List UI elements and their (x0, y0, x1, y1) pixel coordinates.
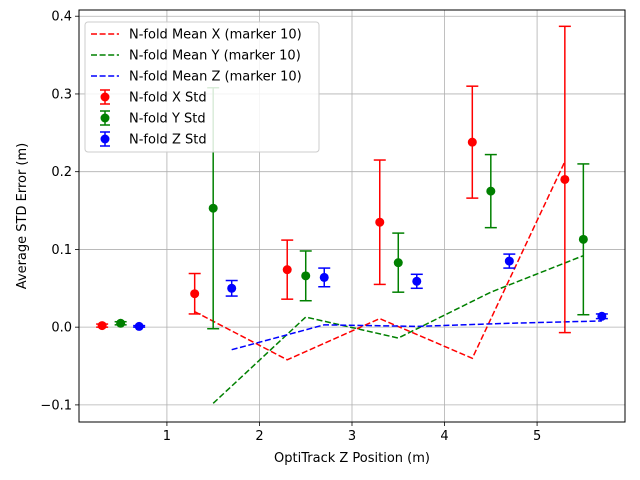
x-tick-label: 1 (163, 429, 171, 444)
x-tick-label: 3 (348, 429, 356, 444)
x-axis-title: OptiTrack Z Position (m) (274, 451, 430, 466)
data-point-n-fold-y-std (116, 318, 126, 328)
series-line-n-fold-mean-z-marker-10 (231, 320, 602, 351)
data-point-n-fold-x-std (560, 174, 570, 184)
legend-label-n-fold-y-std: N-fold Y Std (129, 112, 206, 127)
data-point-n-fold-z-std (412, 276, 422, 286)
legend-label-n-fold-x-std: N-fold X Std (129, 91, 207, 106)
legend-swatch-n-fold-x-std (100, 92, 110, 102)
legend-swatch-n-fold-z-std (100, 134, 110, 144)
legend-label-n-fold-mean-x-marker-10: N-fold Mean X (marker 10) (129, 28, 302, 43)
data-point-n-fold-y-std (208, 203, 218, 213)
data-point-n-fold-x-std (375, 217, 385, 227)
data-point-n-fold-x-std (282, 265, 292, 275)
data-point-n-fold-y-std (578, 234, 588, 244)
data-point-n-fold-z-std (319, 272, 329, 282)
y-tick-label: 0.1 (51, 243, 72, 258)
data-point-n-fold-z-std (504, 256, 514, 266)
mean-lines (194, 161, 602, 404)
data-point-n-fold-z-std (227, 283, 237, 293)
data-point-n-fold-z-std (597, 311, 607, 321)
error-bars (96, 25, 608, 334)
data-point-n-fold-x-std (467, 137, 477, 147)
legend-swatch-n-fold-y-std (100, 113, 110, 123)
ticks: 1 2 3 4 5 −0.1 0.0 0.1 0.2 0.3 0.4 (40, 10, 541, 444)
data-point-n-fold-x-std (190, 289, 200, 299)
legend-label-n-fold-mean-z-marker-10: N-fold Mean Z (marker 10) (129, 70, 302, 85)
y-tick-label: 0.3 (51, 87, 72, 102)
series-line-n-fold-mean-x-marker-10 (194, 161, 566, 361)
data-point-n-fold-y-std (393, 258, 403, 268)
data-point-n-fold-y-std (486, 186, 496, 196)
series-line-n-fold-mean-y-marker-10 (212, 254, 584, 404)
data-point-n-fold-y-std (301, 271, 311, 281)
legend: N-fold Mean X (marker 10) N-fold Mean Y (… (84, 21, 320, 153)
data-point-n-fold-x-std (97, 321, 107, 331)
legend-label-n-fold-mean-y-marker-10: N-fold Mean Y (marker 10) (129, 49, 301, 64)
legend-box (84, 21, 320, 153)
legend-label-n-fold-z-std: N-fold Z Std (129, 133, 207, 148)
x-tick-label: 5 (533, 429, 541, 444)
y-tick-label: 0.4 (51, 10, 72, 25)
y-tick-label: 0.0 (51, 321, 72, 336)
x-tick-label: 2 (255, 429, 263, 444)
y-tick-label: 0.2 (51, 165, 72, 180)
y-axis-title: Average STD Error (m) (15, 143, 30, 289)
y-tick-label: −0.1 (40, 398, 72, 413)
data-point-n-fold-z-std (134, 321, 144, 331)
x-tick-label: 4 (440, 429, 448, 444)
